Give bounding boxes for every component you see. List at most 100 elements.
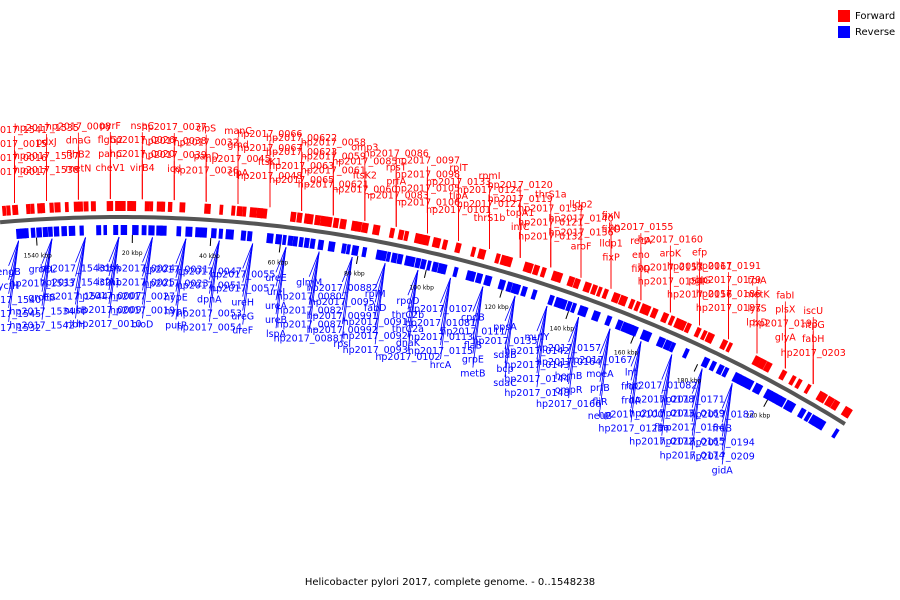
leader-line xyxy=(308,251,320,277)
reverse-gene-label: hp2017_0024 xyxy=(110,263,175,274)
reverse-gene-label: hp2017_0125 xyxy=(598,423,663,434)
reverse-gene-label: sdaC xyxy=(493,378,517,389)
forward-gene xyxy=(756,357,768,370)
forward-gene xyxy=(477,248,487,260)
reverse-gene-label: hp2017_0023 xyxy=(143,279,208,290)
forward-gene-label: hp2017_1535 xyxy=(14,123,79,134)
forward-gene-label: hp2017_0124 xyxy=(457,185,522,196)
reverse-gene-label: hp2017_0010 xyxy=(76,319,141,330)
reverse-gene-label: rplM xyxy=(365,289,386,300)
reverse-gene-label: hp2017_0167 xyxy=(567,355,632,366)
forward-gene-label: hp2017_0186 xyxy=(696,289,761,300)
forward-gene-label: rpsT xyxy=(386,163,407,174)
reverse-gene-label: gidA xyxy=(712,465,734,476)
reverse-gene-label: ureB xyxy=(265,315,287,326)
forward-gene-label: hp2017_0086 xyxy=(364,149,429,160)
leader-line xyxy=(568,317,579,399)
forward-gene-label: hp2017_0120 xyxy=(488,180,553,191)
leader-line xyxy=(599,328,611,410)
scale-tick xyxy=(499,289,503,298)
reverse-gene-label: hp2017_0027 xyxy=(110,291,175,302)
reverse-gene-label: hp2017_0051 xyxy=(177,281,242,292)
reverse-gene xyxy=(816,419,827,431)
forward-gene-label: tpiA xyxy=(748,275,767,286)
forward-gene-label: lpxD xyxy=(746,317,768,328)
leader-line xyxy=(175,238,187,264)
reverse-gene-label: hp2017_0194 xyxy=(690,437,755,448)
reverse-gene xyxy=(42,226,49,238)
reverse-gene xyxy=(771,393,783,406)
reverse-gene xyxy=(775,395,787,408)
leader-line xyxy=(691,368,703,450)
reverse-gene xyxy=(644,331,653,343)
reverse-gene xyxy=(426,260,432,271)
forward-gene xyxy=(325,216,333,228)
leader-line xyxy=(275,247,287,273)
reverse-gene-label: thrC2b xyxy=(392,310,424,321)
forward-gene xyxy=(699,329,708,341)
reverse-swatch xyxy=(838,26,850,38)
leader-line xyxy=(661,354,673,436)
reverse-gene-label: dnaK xyxy=(396,338,421,349)
forward-gene xyxy=(319,215,328,227)
reverse-gene-label: hp2017_1544 xyxy=(43,291,108,302)
forward-gene xyxy=(431,236,438,248)
reverse-gene-label: kdsA xyxy=(97,263,120,274)
forward-gene xyxy=(49,202,55,213)
leader-line xyxy=(275,247,287,287)
reverse-gene xyxy=(751,382,762,394)
forward-gene-label: hp2017_0045 xyxy=(205,154,270,165)
reverse-gene-label: hp2017_0111 xyxy=(440,327,505,338)
forward-gene-label: topA1 xyxy=(506,208,534,219)
reverse-gene xyxy=(505,281,514,293)
forward-gene xyxy=(354,221,363,233)
forward-gene-label: lysS xyxy=(747,303,766,314)
forward-gene xyxy=(40,203,46,214)
reverse-gene xyxy=(141,225,147,236)
leader-line xyxy=(208,240,220,322)
forward-gene-label: htpG xyxy=(802,320,825,331)
leader-line xyxy=(440,277,451,304)
forward-gene xyxy=(204,203,212,214)
reverse-gene-label: hp2017_00882 xyxy=(307,283,378,294)
reverse-gene-label: engB xyxy=(0,267,21,278)
reverse-gene xyxy=(803,411,813,423)
reverse-gene-label: hp2017_0173 xyxy=(629,409,694,420)
scale-label: 180 kbp xyxy=(677,377,702,384)
scale-label: 80 kbp xyxy=(344,271,365,278)
forward-gene-label: cheV1 xyxy=(96,163,126,174)
leader-line xyxy=(374,263,386,345)
reverse-gene-label: hp2017_0142 xyxy=(504,346,569,357)
forward-gene-label: rpmI xyxy=(479,171,501,182)
reverse-gene xyxy=(485,275,493,287)
reverse-gene-label: ppsA xyxy=(493,322,517,333)
map-caption: Helicobacter pylori 2017, complete genom… xyxy=(304,577,596,588)
reverse-gene xyxy=(287,235,294,246)
reverse-gene-label: hp2017_0102 xyxy=(375,352,440,363)
reverse-gene-label: ureA xyxy=(265,301,288,312)
reverse-gene xyxy=(159,225,167,236)
reverse-gene-label: hp2017_1545 xyxy=(0,309,41,320)
reverse-gene xyxy=(452,266,459,278)
reverse-gene xyxy=(808,414,818,426)
reverse-gene xyxy=(655,336,667,349)
reverse-gene-label: ureH xyxy=(231,298,254,309)
leader-line xyxy=(440,277,451,360)
reverse-gene-label: ureG xyxy=(231,312,254,323)
forward-swatch xyxy=(838,10,850,22)
forward-gene-label: icd xyxy=(167,164,181,175)
reverse-gene-label: hypF xyxy=(164,307,187,318)
reverse-gene-label: glmM xyxy=(296,278,322,289)
forward-gene xyxy=(403,230,410,242)
forward-gene xyxy=(660,311,670,324)
legend-forward-label: Forward xyxy=(855,10,896,22)
reverse-gene-label: hp2017_1534 xyxy=(9,307,74,318)
reverse-gene-label: hp2017_00992 xyxy=(307,325,378,336)
reverse-gene-label: hp2017_0113 xyxy=(408,332,473,343)
leader-line xyxy=(175,238,187,278)
reverse-gene xyxy=(246,230,253,242)
reverse-gene-label: nusB xyxy=(64,305,88,316)
forward-gene-label: aroF xyxy=(571,242,592,253)
reverse-gene-label: hp2017_15432 xyxy=(40,277,111,288)
reverse-gene xyxy=(327,241,336,253)
